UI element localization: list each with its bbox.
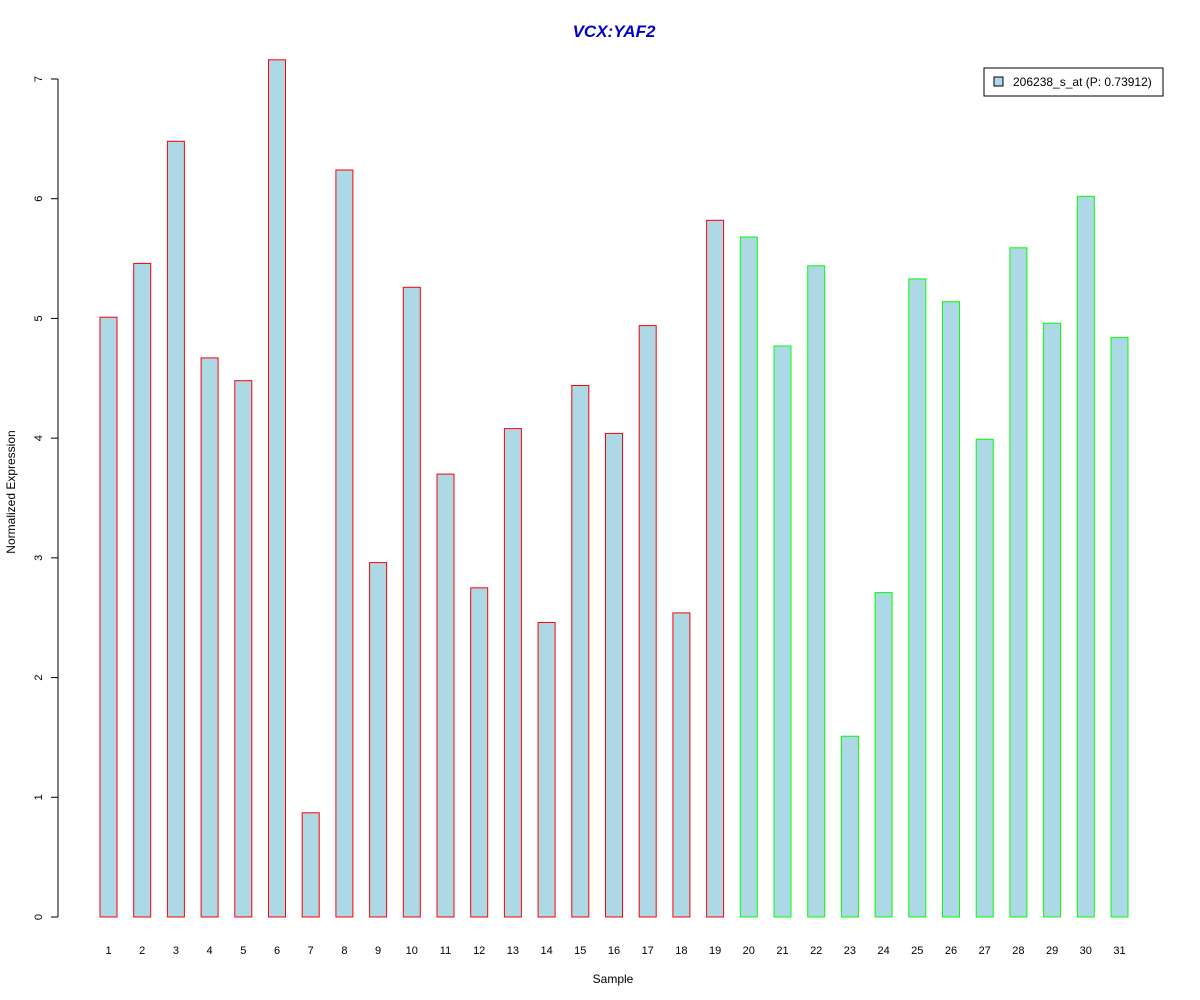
bar-sample-16: [605, 432, 623, 918]
x-tick-label: 31: [1113, 945, 1125, 957]
x-tick-label: 28: [1012, 945, 1024, 957]
bar-sample-7: [301, 812, 320, 918]
x-tick-label: 8: [341, 945, 347, 957]
bar-sample-27: [975, 438, 994, 918]
bar-sample-2: [133, 262, 152, 918]
bar-sample-11: [436, 473, 455, 918]
x-tick-label: 24: [877, 945, 889, 957]
bar-sample-13: [503, 428, 522, 918]
x-tick-label: 11: [440, 945, 451, 957]
x-tick-label: 2: [139, 945, 145, 957]
x-tick-label: 18: [675, 945, 687, 957]
y-tick-label: 4: [33, 435, 45, 441]
y-tick-label: 0: [33, 914, 45, 920]
bar-sample-10: [402, 286, 421, 918]
y-tick-label: 2: [33, 675, 45, 681]
bar-sample-14: [537, 622, 556, 918]
bar-sample-28: [1009, 247, 1028, 918]
x-tick-label: 12: [473, 945, 485, 957]
y-tick-label: 3: [33, 555, 45, 561]
bar-sample-17: [638, 325, 657, 918]
x-tick-label: 5: [240, 945, 246, 957]
x-tick-label: 6: [274, 945, 280, 957]
x-tick-label: 25: [911, 945, 923, 957]
chart-title: VCX:YAF2: [573, 22, 656, 41]
bar-sample-31: [1110, 337, 1129, 918]
x-axis-label: Sample: [593, 972, 634, 986]
x-tick-label: 23: [844, 945, 856, 957]
x-tick-label: 30: [1080, 945, 1092, 957]
bar-sample-19: [706, 219, 725, 918]
x-tick-label: 10: [406, 945, 418, 957]
bar-sample-22: [807, 265, 826, 918]
x-tick-label: 3: [173, 945, 179, 957]
x-tick-label: 21: [776, 945, 788, 957]
x-tick-label: 20: [743, 945, 755, 957]
bar-sample-24: [874, 592, 893, 918]
y-axis-label: Normalized Expression: [4, 430, 18, 553]
x-tick-label: 29: [1046, 945, 1058, 957]
x-tick-label: 17: [642, 945, 654, 957]
y-tick-label: 7: [33, 76, 45, 82]
x-tick-label: 9: [375, 945, 381, 957]
x-tick-label: 13: [507, 945, 519, 957]
legend: 206238_s_at (P: 0.73912): [983, 67, 1164, 97]
bar-sample-21: [773, 345, 792, 918]
bar-sample-9: [369, 562, 388, 918]
x-tick-label: 27: [979, 945, 991, 957]
bar-sample-23: [840, 735, 859, 918]
bar-sample-26: [942, 301, 960, 918]
x-tick-label: 22: [810, 945, 822, 957]
bar-sample-18: [672, 612, 691, 918]
bar-sample-30: [1076, 195, 1095, 918]
x-tick-label: 1: [105, 945, 111, 957]
y-axis: 0 1 2 3 4 5 6 7: [33, 76, 59, 920]
bar-sample-12: [470, 587, 489, 918]
bar-sample-8: [335, 169, 354, 918]
x-tick-label: 15: [574, 945, 586, 957]
legend-box: [983, 67, 1164, 97]
y-tick-label: 6: [33, 196, 45, 202]
bar-sample-1: [99, 316, 118, 918]
x-tick-label: 16: [608, 945, 620, 957]
bar-sample-4: [200, 357, 219, 918]
bar-sample-15: [571, 385, 590, 918]
legend-label: 206238_s_at (P: 0.73912): [1013, 75, 1152, 89]
bar-sample-6: [268, 59, 286, 918]
x-tick-label: 26: [945, 945, 957, 957]
y-tick-label: 5: [33, 315, 45, 321]
bar-sample-3: [166, 140, 185, 918]
x-tick-labels: 1 2 3 4 5 6 7 8 9 10 11 12 13 14 15 16 17 18 19 20 21 22 23 24 2…: [105, 945, 1125, 957]
y-tick-label: 1: [33, 794, 45, 800]
x-tick-label: 14: [540, 945, 552, 957]
legend-swatch: [993, 76, 1004, 87]
bars-group: [99, 59, 1129, 918]
bar-sample-29: [1043, 322, 1062, 918]
bar-sample-20: [739, 236, 758, 918]
x-tick-label: 4: [207, 945, 213, 957]
x-tick-label: 7: [308, 945, 314, 957]
bar-sample-25: [908, 278, 927, 918]
bar-sample-5: [234, 380, 253, 918]
x-tick-label: 19: [709, 945, 721, 957]
